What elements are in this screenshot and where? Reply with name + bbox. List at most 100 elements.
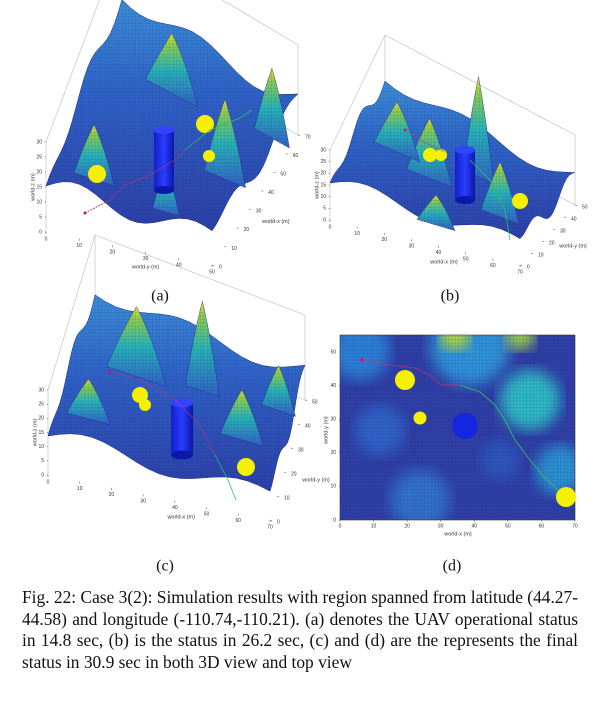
tick-label: 50 xyxy=(505,523,511,529)
obstacle-cylinder xyxy=(154,130,174,190)
terrain-peak-mesh xyxy=(261,365,296,417)
tick-label: 40 xyxy=(172,505,178,511)
tick-label: 30 xyxy=(298,447,304,453)
tick-label: 30 xyxy=(320,147,326,153)
tick-mark xyxy=(297,423,301,425)
uav-path-planned xyxy=(184,109,253,151)
terrain-peak-mesh xyxy=(204,98,246,188)
terrain-peak-mesh xyxy=(374,102,420,163)
tick-label: 50 xyxy=(312,399,318,405)
subfigure-label: (b) xyxy=(441,288,460,305)
obstacle-cylinder xyxy=(171,403,193,455)
tick-label: 20 xyxy=(109,492,115,498)
uav-path-planned xyxy=(459,384,559,491)
box-edge xyxy=(329,34,386,151)
plot-frame xyxy=(339,334,576,521)
tick-label: 50 xyxy=(582,204,588,210)
box-edge xyxy=(221,0,299,46)
tick-label: 70 xyxy=(572,523,578,529)
tick-label: 30 xyxy=(409,244,415,250)
tick-label: 20 xyxy=(244,227,250,233)
tick-label: 5 xyxy=(41,458,44,464)
box-edge xyxy=(47,234,96,391)
tick-label: 15 xyxy=(320,182,326,188)
terrain-mesh xyxy=(330,81,575,239)
tick-label: 70 xyxy=(305,134,311,140)
terrain-peak-mesh xyxy=(66,378,111,425)
tick-mark xyxy=(297,134,301,136)
tick-mark xyxy=(519,264,523,266)
heatmap xyxy=(340,335,575,520)
threat-sphere xyxy=(435,149,447,161)
uav-start xyxy=(83,211,87,215)
uav-start xyxy=(360,358,364,362)
terrain-peak-mesh xyxy=(185,301,220,397)
axis-label: world-z (m) xyxy=(314,171,320,200)
terrain-peak-mesh xyxy=(145,33,198,108)
tick-label: 20 xyxy=(404,523,410,529)
tick-label: 40 xyxy=(571,216,577,222)
axis-label: world-y (m) xyxy=(301,477,330,483)
tick-label: 20 xyxy=(549,240,555,246)
tick-mark xyxy=(236,227,239,229)
tick-mark xyxy=(285,153,288,155)
tick-label: 5 xyxy=(39,214,42,220)
tick-mark xyxy=(552,228,556,230)
tick-label: 10 xyxy=(320,194,326,200)
axis-label: world-z (m) xyxy=(30,173,36,202)
axis-label: world-y (m) xyxy=(131,264,160,270)
uav-path xyxy=(109,371,216,456)
axis-label: world-x (m) xyxy=(443,531,472,537)
tick-label: 20 xyxy=(110,250,116,256)
tick-mark xyxy=(283,471,287,473)
tick-label: 20 xyxy=(330,450,336,456)
threat-sphere xyxy=(512,193,528,209)
tick-label: 60 xyxy=(490,263,496,269)
tick-mark xyxy=(269,519,273,521)
tick-label: 0 xyxy=(333,517,336,523)
tick-label: 0 xyxy=(323,217,326,223)
tick-label: 60 xyxy=(293,153,299,159)
subfigure-label: (c) xyxy=(156,558,174,575)
terrain-peak-mesh xyxy=(481,161,519,225)
tick-mark xyxy=(248,209,252,211)
uav-start xyxy=(108,370,112,374)
tick-label: 40 xyxy=(176,263,182,269)
tick-mark xyxy=(563,216,567,218)
uav-start xyxy=(403,128,407,132)
threat-sphere xyxy=(413,411,427,425)
tick-label: 10 xyxy=(36,199,42,205)
tick-mark xyxy=(304,399,308,401)
axis-label: world-z (m) xyxy=(32,419,38,448)
tick-mark xyxy=(541,240,545,242)
tick-label: 40 xyxy=(268,190,274,196)
tick-label: 50 xyxy=(204,511,210,517)
tick-mark xyxy=(530,252,534,254)
terrain-peak-mesh xyxy=(106,306,167,387)
tick-label: 10 xyxy=(330,484,336,490)
terrain-peak-mesh xyxy=(220,389,264,447)
tick-label: 50 xyxy=(280,171,286,177)
axis-label: world-x (m) xyxy=(166,514,195,520)
tick-label: 30 xyxy=(330,417,336,423)
obstacle-cylinder xyxy=(452,413,478,439)
uav-path xyxy=(404,129,446,153)
tick-label: 0 xyxy=(339,523,342,529)
box-edge xyxy=(45,0,100,143)
obstacle-cylinder-top xyxy=(154,126,174,134)
axis-label: world-y (m) xyxy=(558,243,587,249)
tick-label: 20 xyxy=(320,171,326,177)
obstacle-cylinder xyxy=(455,150,475,200)
tick-label: 20 xyxy=(291,471,297,477)
tick-label: 0 xyxy=(277,519,280,525)
threat-sphere xyxy=(395,370,415,390)
axis-label: world-x (m) xyxy=(261,219,290,225)
tick-label: 20 xyxy=(38,416,44,422)
tick-label: 30 xyxy=(560,228,566,234)
tick-label: 20 xyxy=(382,237,388,243)
terrain-mesh xyxy=(48,294,305,492)
tick-label: 10 xyxy=(76,243,82,249)
tick-label: 30 xyxy=(438,523,444,529)
terrain-peak-mesh xyxy=(417,195,455,231)
